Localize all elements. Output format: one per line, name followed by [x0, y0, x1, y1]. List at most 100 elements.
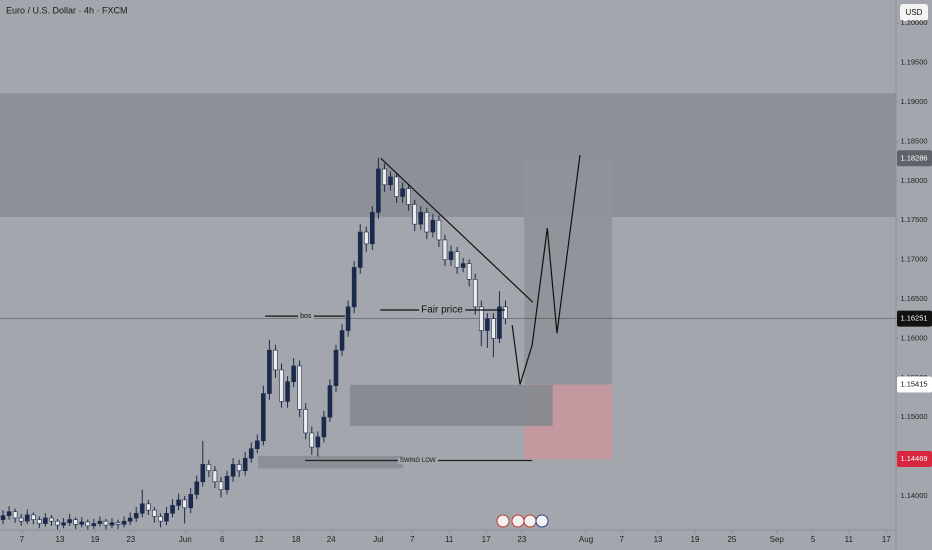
x-tick-label: 19 — [91, 535, 100, 544]
y-tick-label: 1.18000 — [900, 176, 927, 185]
candle-body — [170, 505, 175, 514]
candle-body — [109, 522, 115, 526]
y-tick-label: 1.19000 — [900, 97, 927, 106]
zone — [524, 158, 613, 385]
x-tick-label: 23 — [517, 535, 526, 544]
candle-body — [315, 436, 321, 448]
x-tick-label: Aug — [579, 535, 593, 544]
currency-badge[interactable] — [900, 4, 928, 21]
candle-body — [327, 385, 333, 418]
candle-body — [491, 318, 496, 339]
candle-body — [79, 521, 85, 525]
x-tick-label: 18 — [292, 535, 301, 544]
candle-body — [6, 511, 12, 516]
candle-body — [242, 457, 248, 472]
candle-body — [18, 517, 24, 522]
candle-body — [448, 251, 454, 260]
candle-body — [363, 231, 369, 245]
candle-body — [103, 520, 109, 526]
candle-body — [273, 349, 278, 371]
candle-body — [460, 263, 466, 268]
candle-body — [279, 369, 284, 402]
candle-body — [285, 381, 290, 402]
candle-body — [254, 440, 260, 449]
candle-body — [188, 494, 194, 509]
y-tick-label: 1.17500 — [900, 215, 927, 224]
candle-body — [497, 306, 502, 339]
x-tick-label: 12 — [255, 535, 264, 544]
candle-body — [200, 464, 206, 483]
candle-body — [478, 306, 484, 331]
candle-body — [321, 416, 327, 438]
candle-body — [176, 499, 181, 506]
price-label: 1.14469 — [900, 454, 927, 463]
candle-body — [212, 470, 218, 483]
candle-body — [394, 176, 399, 197]
candle-body — [376, 168, 381, 213]
x-tick-label: 19 — [691, 535, 700, 544]
x-tick-label: Jul — [373, 535, 383, 544]
x-tick-label: 7 — [410, 535, 415, 544]
candle-body — [357, 231, 363, 268]
candle-body — [436, 219, 442, 241]
price-label-bg — [897, 310, 932, 327]
price-label: 1.16251 — [900, 314, 927, 323]
x-tick-label: 23 — [126, 535, 135, 544]
candle-body — [424, 212, 430, 233]
candle-body — [0, 515, 6, 520]
candle-body — [382, 168, 387, 186]
zone — [257, 455, 404, 469]
candle-body — [146, 503, 151, 511]
y-tick-label: 1.14000 — [900, 491, 927, 500]
candle-body — [152, 509, 157, 517]
candle-body — [224, 475, 230, 490]
x-tick-label: 5 — [811, 535, 816, 544]
x-tick-label: 11 — [445, 535, 454, 544]
y-tick-label: 1.20000 — [900, 18, 927, 27]
annotation-bg — [397, 458, 438, 465]
candle-body — [339, 330, 345, 351]
x-tick-label: 17 — [482, 535, 491, 544]
price-label: 1.18286 — [900, 153, 927, 162]
plot: Fair price bos SWING LOW — [0, 93, 896, 531]
candle-body — [24, 514, 30, 522]
icon[interactable] — [535, 514, 549, 528]
annotation-bg — [298, 312, 314, 320]
drawing-line — [511, 154, 581, 385]
icon[interactable] — [496, 514, 510, 528]
candle-body — [236, 464, 242, 472]
candle-body — [49, 517, 54, 522]
y-tick-label: 1.16000 — [900, 333, 927, 342]
x-tick-label: 25 — [727, 535, 736, 544]
y-tick-label: 1.15000 — [900, 412, 927, 421]
x-tick-label: Jun — [179, 535, 192, 544]
candle-body — [30, 514, 36, 520]
candle-body — [97, 520, 103, 524]
toolbar-icons — [496, 514, 549, 528]
candle-body — [158, 516, 163, 522]
annotation: bos — [300, 313, 312, 320]
candle-body — [73, 519, 78, 525]
candle-body — [351, 267, 357, 308]
y-tick-label: 1.18500 — [900, 136, 927, 145]
candle-body — [164, 512, 169, 522]
candle-body — [303, 408, 309, 434]
price-label-bg — [897, 376, 932, 393]
y-tick-label: 1.16500 — [900, 294, 927, 303]
x-tick-label: 6 — [220, 535, 225, 544]
icon[interactable] — [523, 514, 537, 528]
candle-body — [182, 499, 187, 509]
icon[interactable] — [511, 514, 525, 528]
currency-label: USD — [906, 8, 923, 17]
candle-body — [430, 219, 436, 233]
candle-body — [91, 523, 97, 527]
candle-body — [133, 512, 139, 519]
candle-body — [121, 520, 127, 525]
candle-body — [466, 263, 472, 280]
candle-body — [55, 520, 60, 526]
price-label: 1.15415 — [900, 379, 927, 388]
x-tick-label: 13 — [55, 535, 64, 544]
y-tick-label: 1.19500 — [900, 58, 927, 67]
